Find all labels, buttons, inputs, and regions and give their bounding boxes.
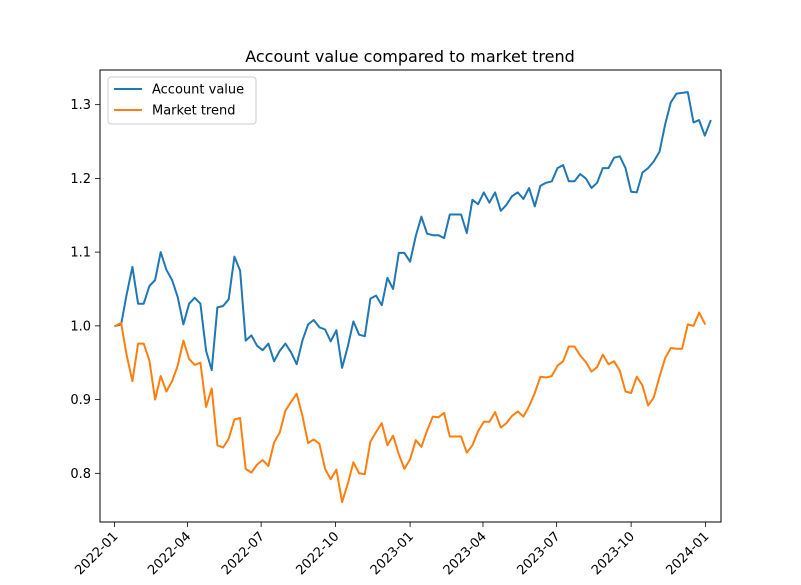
legend-label-account-value: Account value xyxy=(152,83,244,98)
y-tick-label: 1.1 xyxy=(70,246,91,261)
x-tick-label: 2023-04 xyxy=(441,529,490,578)
legend: Account value Market trend xyxy=(107,76,257,125)
x-tick-label: 2022-04 xyxy=(145,529,194,578)
series-layer xyxy=(114,91,712,504)
legend-box xyxy=(107,76,257,125)
x-tick-label: 2022-10 xyxy=(293,529,342,578)
x-tick-label: 2022-01 xyxy=(72,529,121,578)
y-tick-label: 1.0 xyxy=(70,319,91,334)
y-tick-label: 0.9 xyxy=(70,393,91,408)
series-line-account-value xyxy=(114,91,712,372)
chart-title: Account value compared to market trend xyxy=(245,47,575,66)
y-tick-label: 0.8 xyxy=(70,467,91,482)
x-tick-label: 2023-10 xyxy=(589,529,638,578)
x-tick-label: 2023-01 xyxy=(368,529,417,578)
plot-area-frame xyxy=(99,69,722,523)
x-axis: 2022-01 2022-04 2022-07 2022-10 2023-01 2023-… xyxy=(72,522,712,578)
y-tick-label: 1.2 xyxy=(70,172,91,187)
legend-label-market-trend: Market trend xyxy=(152,104,235,119)
x-tick-label: 2022-07 xyxy=(219,529,268,578)
x-tick-label: 2024-01 xyxy=(663,529,712,578)
series-line-market-trend xyxy=(114,311,707,504)
y-tick-label: 1.3 xyxy=(70,98,91,113)
x-tick-label: 2023-07 xyxy=(514,529,563,578)
y-axis: 0.8 0.9 1.0 1.1 1.2 1.3 xyxy=(70,98,100,482)
